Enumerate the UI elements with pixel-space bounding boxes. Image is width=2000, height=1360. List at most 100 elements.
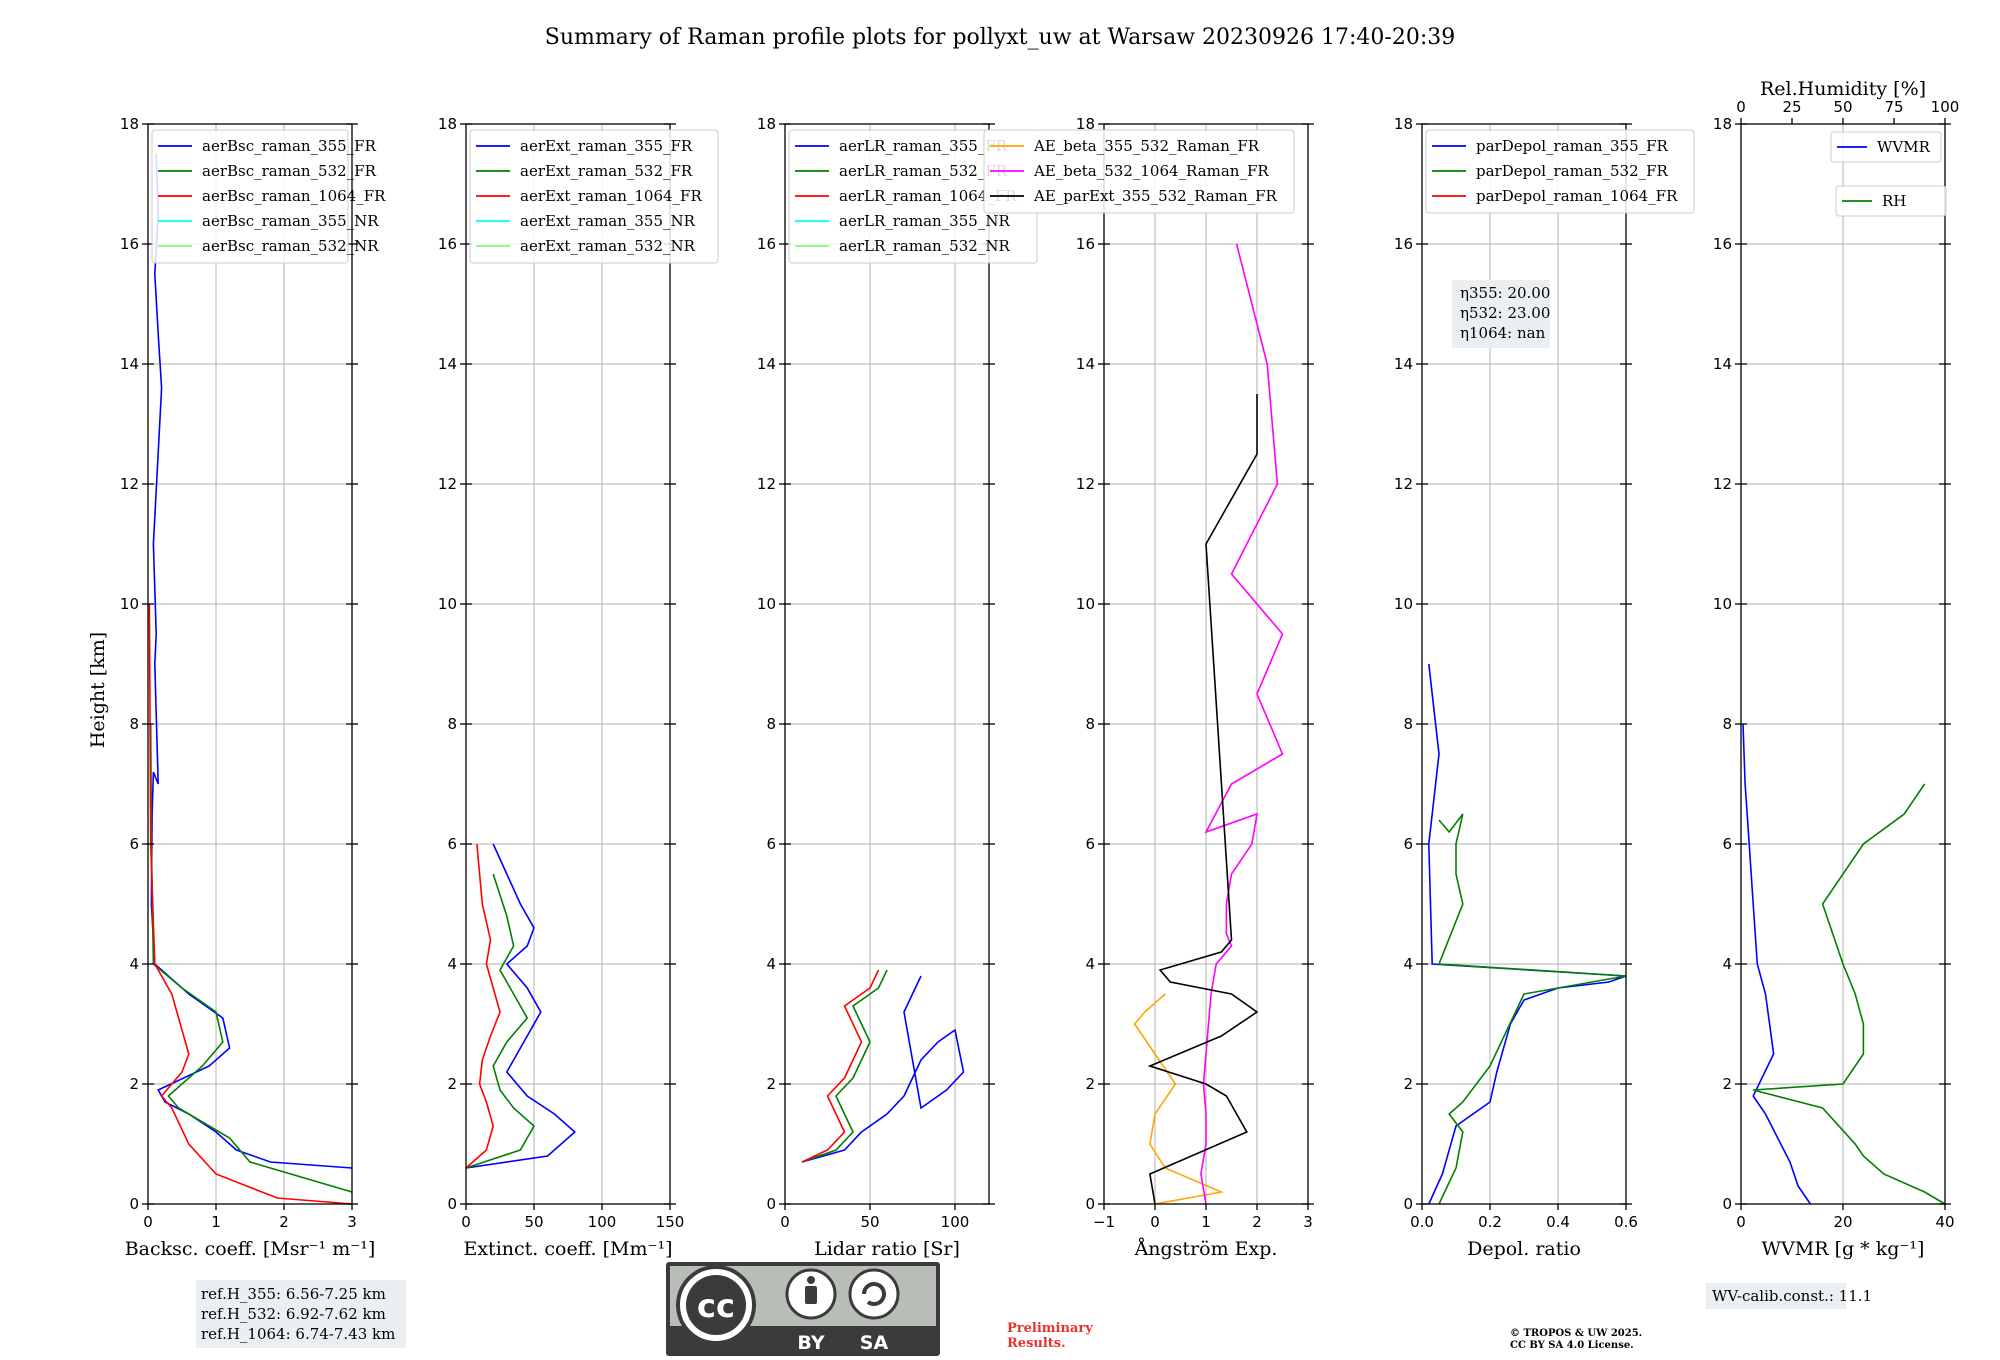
series-line-parDepol_raman_355_FR — [1427, 663, 1627, 1205]
ref-height-355: ref.H_355: 6.56-7.25 km — [201, 1285, 386, 1303]
series-line-aerLR_raman_355_FR — [801, 975, 965, 1163]
y-tick-label: 14 — [1713, 355, 1732, 373]
series-line-aerBsc_raman_355_FR — [150, 153, 353, 1169]
y-tick-label: 10 — [120, 595, 139, 613]
x-tick-label: 100 — [588, 1213, 617, 1231]
wv-calib-box: WV-calib.const.: 11.1 — [1706, 1283, 1872, 1309]
y-tick-label: 2 — [1722, 1075, 1732, 1093]
legend-entry: aerLR_raman_355_NR — [839, 212, 1010, 230]
y-tick-label: 16 — [1394, 235, 1413, 253]
y-tick-label: 0 — [1403, 1195, 1413, 1213]
legend-entry: aerBsc_raman_355_NR — [202, 212, 379, 230]
x-tick-label: 20 — [1833, 1213, 1852, 1231]
axes-frame — [784, 123, 990, 1205]
y-tick-label: 12 — [1076, 475, 1095, 493]
legend-entry: aerExt_raman_532_FR — [520, 162, 693, 180]
y-tick-label: 0 — [766, 1195, 776, 1213]
x-tick-label: 0 — [461, 1213, 471, 1231]
x-tick-label: 100 — [941, 1213, 970, 1231]
legend-entry: aerBsc_raman_1064_FR — [202, 187, 386, 205]
y-tick-label: 10 — [1394, 595, 1413, 613]
legend-entry: aerLR_raman_532_FR — [839, 162, 1008, 180]
top-tick-label: 0 — [1736, 98, 1746, 116]
axes-frame — [147, 123, 353, 1205]
legend-box — [1425, 129, 1695, 214]
copyright-line2: CC BY SA 4.0 License. — [1510, 1340, 1634, 1351]
y-tick-label: 4 — [447, 955, 457, 973]
legend-box — [151, 129, 349, 264]
top-tick-label: 25 — [1782, 98, 1801, 116]
preliminary-note-line1: Preliminary — [1007, 1321, 1093, 1336]
eta-value: η1064: nan — [1460, 324, 1546, 342]
legend-entry: aerExt_raman_355_FR — [520, 137, 693, 155]
y-tick-label: 2 — [129, 1075, 139, 1093]
top-axis-label: Rel.Humidity [%] — [1760, 78, 1926, 100]
y-tick-label: 8 — [447, 715, 457, 733]
y-tick-label: 8 — [1722, 715, 1732, 733]
legend-box — [1830, 131, 1942, 163]
cc-by-label: BY — [797, 1332, 824, 1354]
legend-entry: parDepol_raman_532_FR — [1476, 162, 1669, 180]
x-tick-label: 50 — [524, 1213, 543, 1231]
y-tick-label: 10 — [1713, 595, 1732, 613]
y-tick-label: 16 — [1713, 235, 1732, 253]
legend-box — [1835, 185, 1947, 217]
top-tick-label: 75 — [1884, 98, 1903, 116]
top-tick-label: 100 — [1931, 98, 1960, 116]
figure-title: Summary of Raman profile plots for polly… — [545, 25, 1455, 50]
x-tick-label: 3 — [347, 1213, 357, 1231]
legend-entry: parDepol_raman_1064_FR — [1476, 187, 1678, 205]
series-line-parDepol_raman_532_FR — [1437, 813, 1627, 1205]
y-tick-label: 2 — [766, 1075, 776, 1093]
x-tick-label: 3 — [1303, 1213, 1313, 1231]
y-tick-label: 18 — [438, 115, 457, 133]
panel-2: 0 2 4 6 8 10 12 14 16 18 0 50 100 150 Extinct. coeff. … — [438, 115, 719, 1260]
x-axis-label: WVMR [g * kg⁻¹] — [1762, 1238, 1925, 1260]
y-tick-label: 18 — [1076, 115, 1095, 133]
series-line-aerLR_raman_1064_FR — [801, 969, 880, 1163]
x-tick-label: 2 — [1252, 1213, 1262, 1231]
y-tick-label: 2 — [447, 1075, 457, 1093]
copyright-line1: © TROPOS & UW 2025. — [1510, 1328, 1642, 1339]
x-axis-label: Ångström Exp. — [1134, 1238, 1278, 1260]
series-line-WVMR — [1742, 723, 1812, 1205]
y-tick-label: 16 — [1076, 235, 1095, 253]
y-axis-label: Height [km] — [87, 632, 109, 748]
y-tick-label: 16 — [757, 235, 776, 253]
axes-frame — [465, 123, 671, 1205]
x-tick-label: 50 — [860, 1213, 879, 1231]
y-tick-label: 14 — [757, 355, 776, 373]
x-tick-label: 2 — [279, 1213, 289, 1231]
legend-entry: aerBsc_raman_532_NR — [202, 237, 379, 255]
x-tick-label: −1 — [1093, 1213, 1115, 1231]
x-tick-label: 0.2 — [1478, 1213, 1502, 1231]
wv-calib-text: WV-calib.const.: 11.1 — [1712, 1287, 1872, 1305]
top-tick-label: 50 — [1833, 98, 1852, 116]
y-tick-label: 18 — [1394, 115, 1413, 133]
legend-entry: aerExt_raman_1064_FR — [520, 187, 702, 205]
x-axis-label: Depol. ratio — [1467, 1238, 1581, 1260]
legend-entry: AE_beta_355_532_Raman_FR — [1033, 137, 1260, 155]
x-tick-label: 0 — [780, 1213, 790, 1231]
y-tick-label: 18 — [120, 115, 139, 133]
x-tick-label: 0 — [1150, 1213, 1160, 1231]
x-tick-label: 1 — [1201, 1213, 1211, 1231]
y-tick-label: 8 — [1085, 715, 1095, 733]
x-tick-label: 0 — [1736, 1213, 1746, 1231]
y-tick-label: 8 — [766, 715, 776, 733]
legend-entry: aerBsc_raman_355_FR — [202, 137, 377, 155]
series-line-aerExt_raman_355_FR — [465, 843, 577, 1169]
legend-entry: aerExt_raman_532_NR — [520, 237, 696, 255]
y-tick-label: 6 — [129, 835, 139, 853]
legend-entry: RH — [1882, 192, 1906, 210]
x-tick-label: 0.4 — [1546, 1213, 1570, 1231]
y-tick-label: 0 — [447, 1195, 457, 1213]
eta-value: η532: 23.00 — [1460, 304, 1550, 322]
y-tick-label: 4 — [129, 955, 139, 973]
y-tick-label: 6 — [1722, 835, 1732, 853]
x-tick-label: 0.0 — [1410, 1213, 1434, 1231]
